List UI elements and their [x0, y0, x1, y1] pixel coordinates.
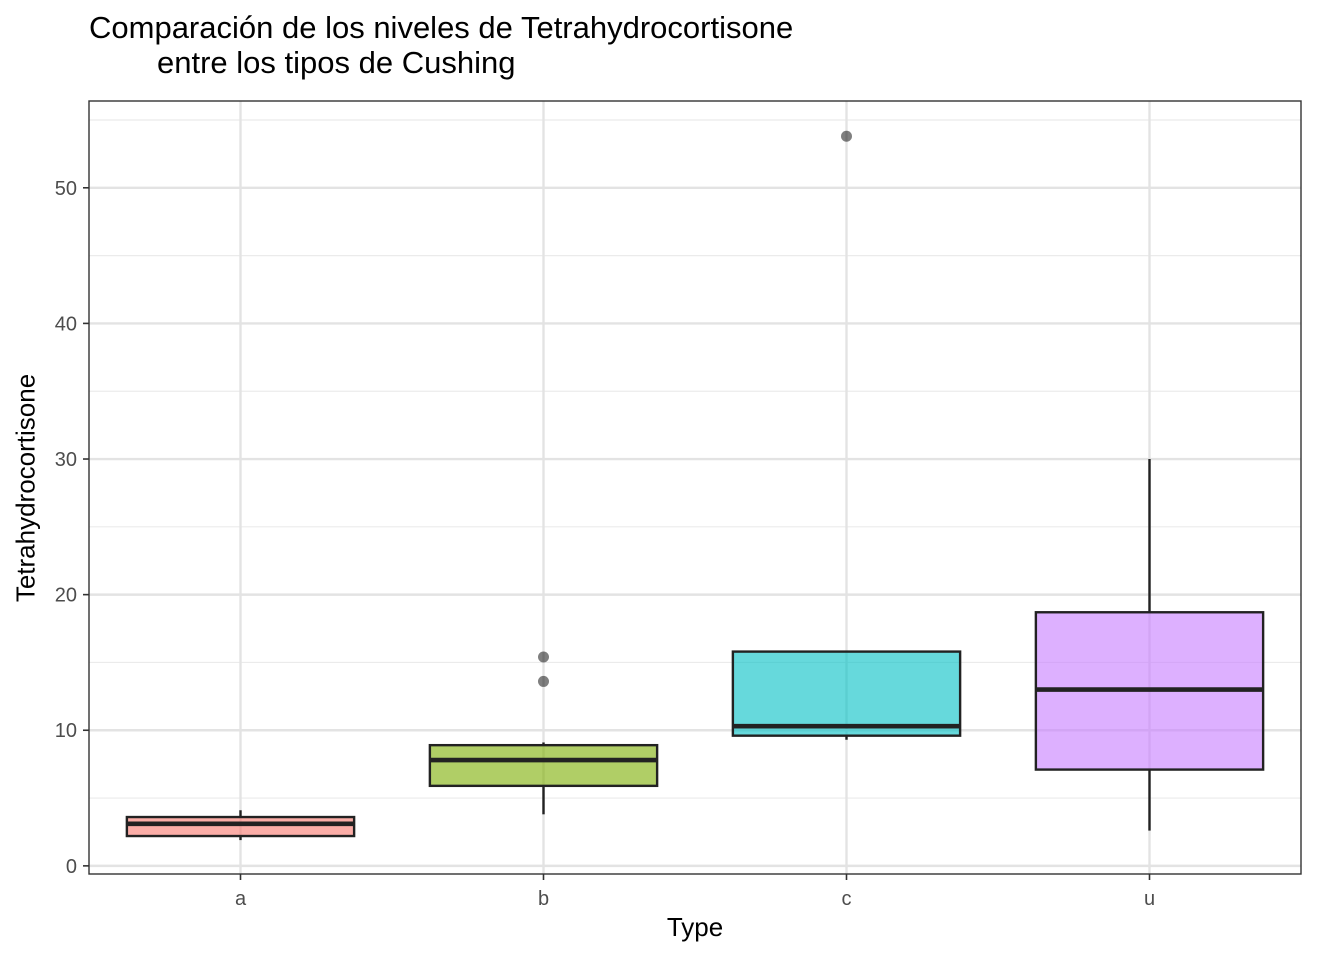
outlier-point [538, 675, 549, 687]
chart-title: Comparación de los niveles de Tetrahydro… [89, 10, 793, 80]
box-body [731, 650, 962, 737]
y-axis: 0 10 20 30 40 50 [55, 178, 89, 878]
box-body [125, 815, 356, 838]
box-body [428, 743, 659, 788]
box-series [125, 130, 1265, 841]
x-axis-label: Type [666, 912, 724, 942]
x-tick-label: c [842, 888, 852, 910]
major-gridlines [89, 101, 1301, 874]
box-b [428, 651, 659, 815]
plot-panel-border [88, 100, 1302, 875]
y-tick-label: 50 [55, 178, 77, 200]
box-u [1034, 459, 1265, 831]
y-tick-label: 40 [55, 313, 77, 335]
y-axis-label: Tetrahydrocortisone [10, 373, 41, 603]
box-c [731, 130, 962, 740]
x-tick-label: b [538, 888, 549, 910]
chart-title-line2: entre los tipos de Cushing [157, 45, 516, 80]
x-tick-label: a [235, 888, 247, 910]
y-tick-label: 10 [55, 720, 77, 742]
box-a [125, 810, 356, 841]
outlier-point [538, 651, 549, 663]
x-tick-label: u [1144, 888, 1155, 910]
y-tick-label: 30 [55, 449, 77, 471]
outlier-point [841, 130, 852, 142]
y-tick-label: 20 [55, 585, 77, 607]
chart-title-line1: Comparación de los niveles de Tetrahydro… [89, 10, 794, 45]
y-tick-label: 0 [66, 856, 77, 878]
